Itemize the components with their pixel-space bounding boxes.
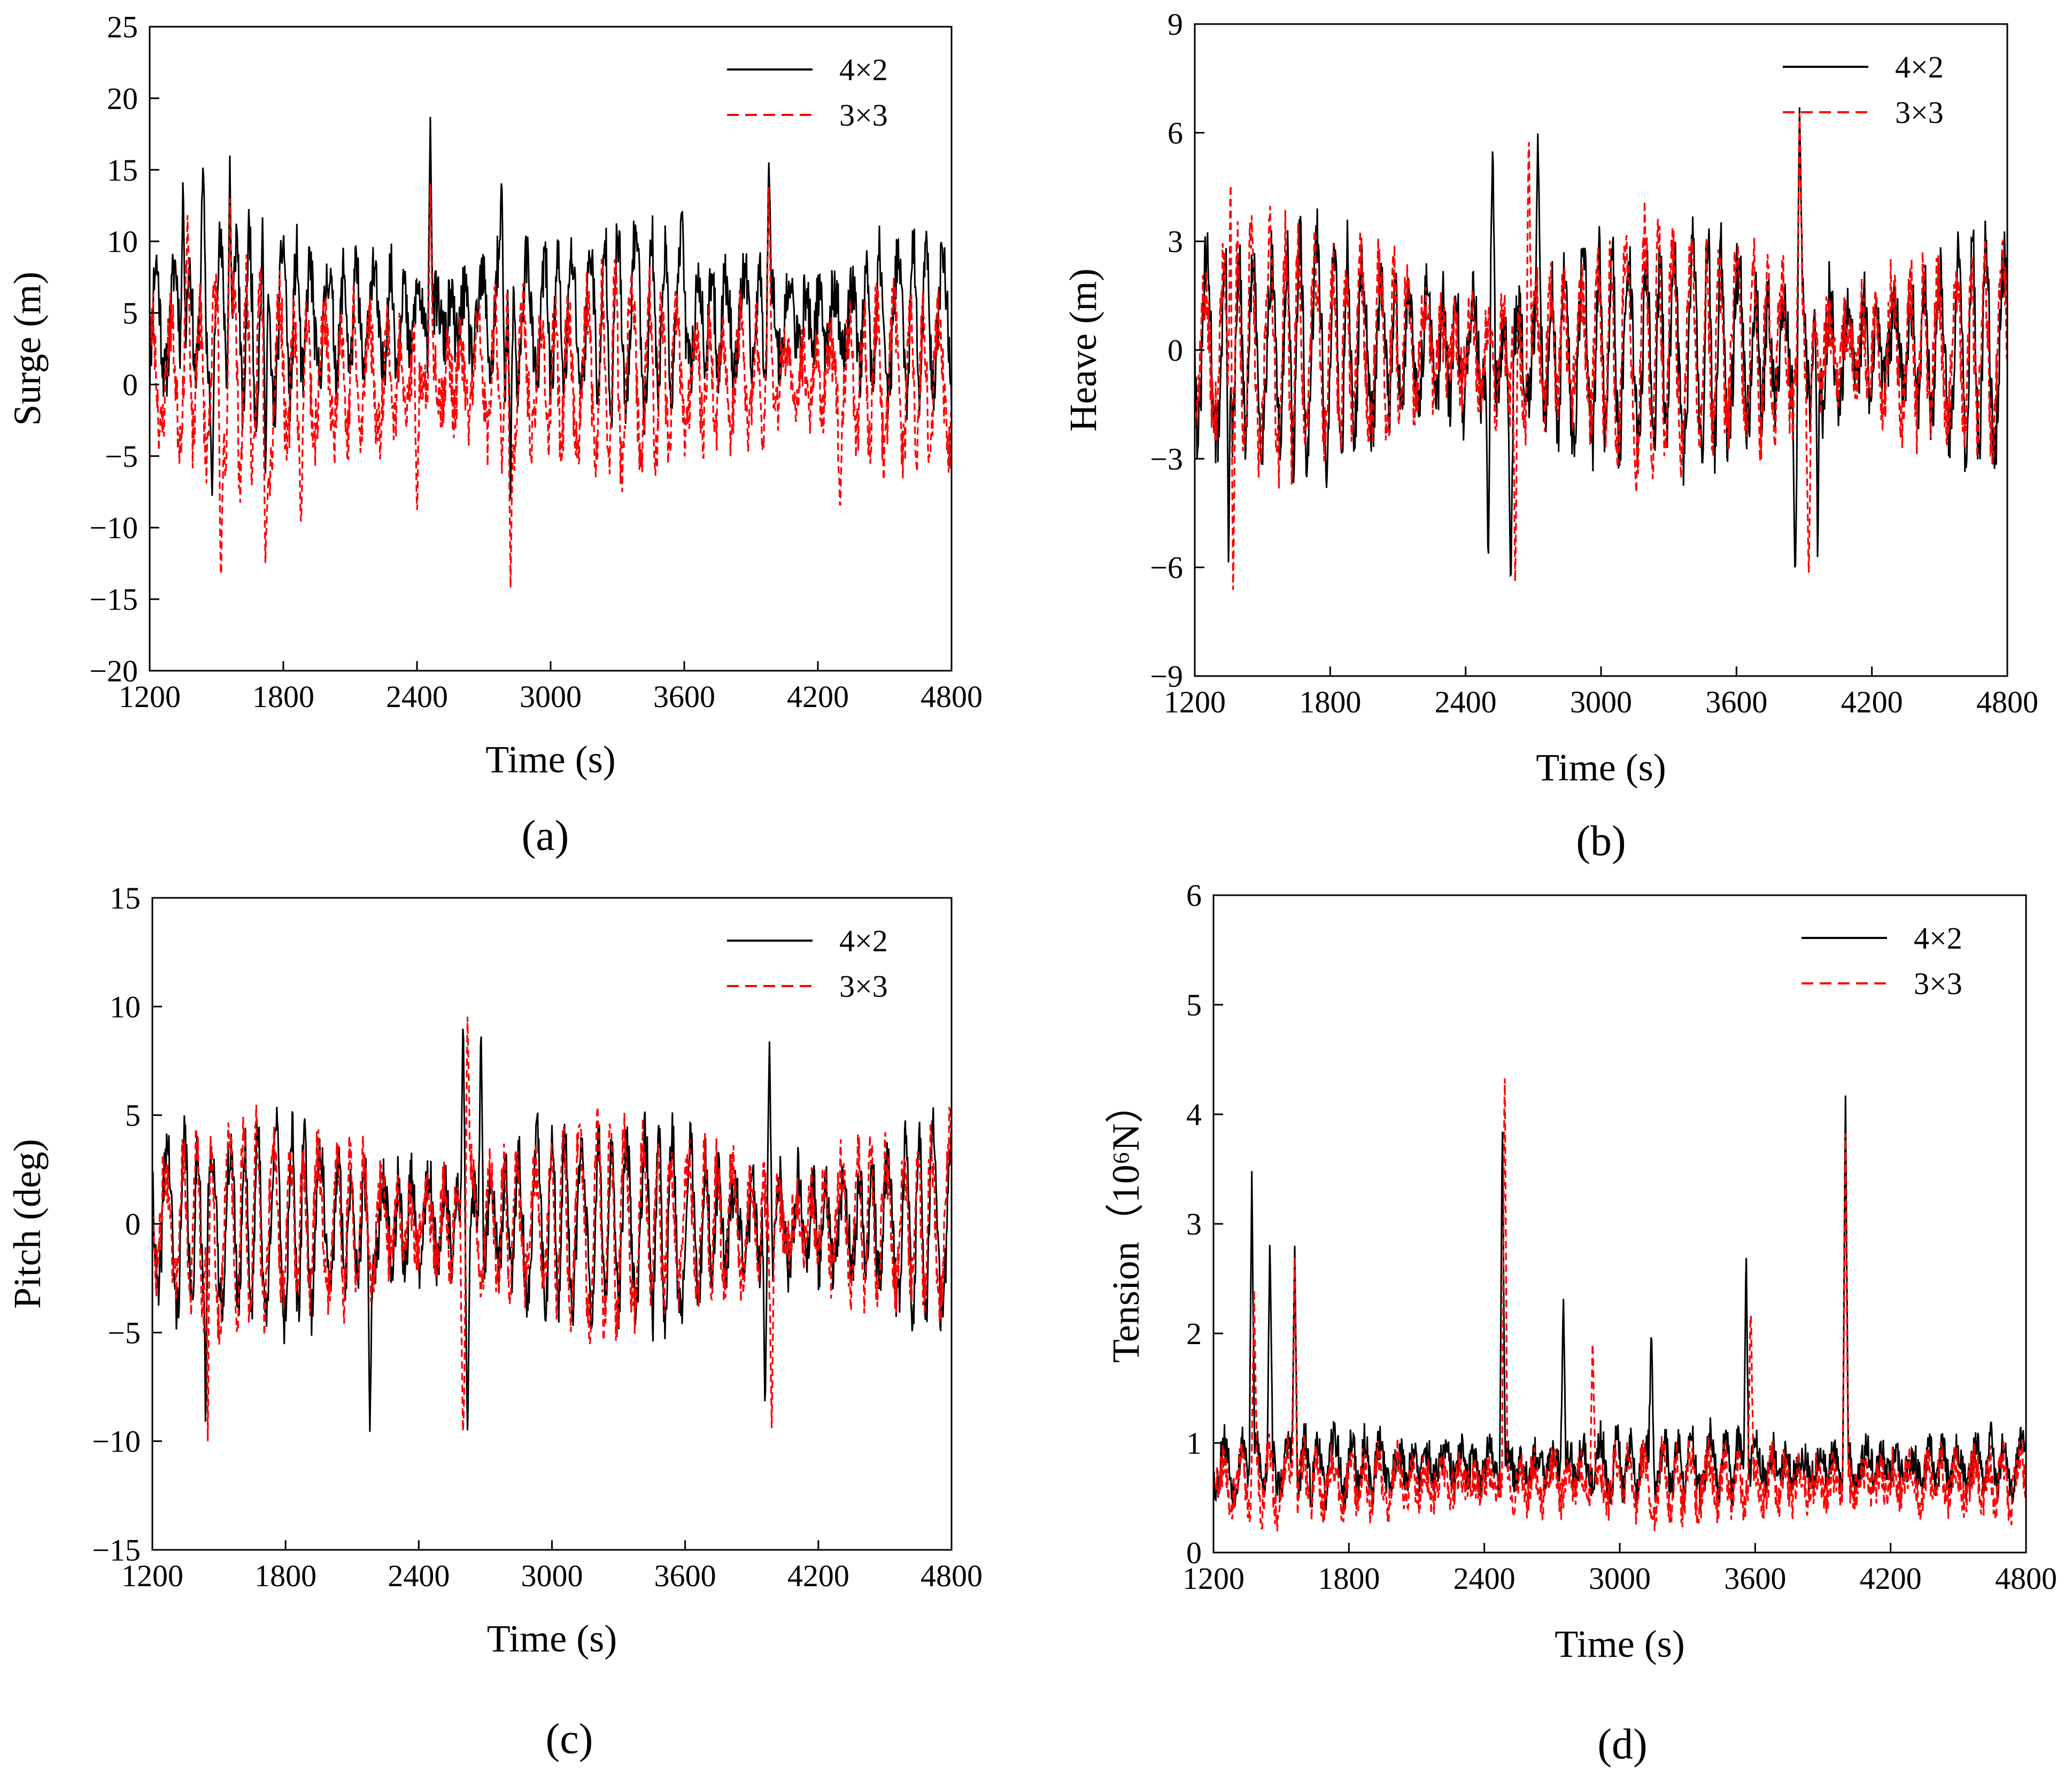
- y-tick-label: −9: [1150, 659, 1183, 694]
- x-tick-label: 4800: [1976, 685, 2038, 719]
- legend-label: 3×3: [839, 98, 888, 133]
- x-tick-label: 4200: [1841, 685, 1903, 719]
- x-tick-label: 4200: [787, 1558, 849, 1593]
- y-tick-label: 9: [1168, 7, 1183, 42]
- x-tick-label: 2400: [1435, 685, 1497, 719]
- y-tick-label: 3: [1168, 224, 1183, 259]
- y-axis-title: Heave (m): [1062, 268, 1104, 432]
- chart-panel-a: 1200 1800 2400 3000 3600 4200 4800 −20 −15 −10 −5 0…: [6, 10, 983, 859]
- series-line-4x2: [1213, 1095, 2026, 1512]
- legend-label: 3×3: [1914, 966, 1962, 1001]
- legend-label: 4×2: [1895, 50, 1944, 84]
- x-tick-label: 2400: [386, 679, 448, 714]
- y-tick-label: −3: [1150, 441, 1183, 476]
- y-tick-label: 15: [107, 153, 138, 188]
- y-tick-label: 2: [1186, 1316, 1202, 1351]
- x-tick-label: 4800: [921, 1558, 983, 1593]
- x-tick-label: 1200: [1164, 685, 1226, 719]
- x-tick-label: 1800: [1318, 1561, 1380, 1596]
- y-tick-label: 10: [110, 989, 141, 1024]
- x-tick-label: 1800: [252, 679, 314, 714]
- y-tick-label: 6: [1186, 878, 1202, 913]
- plot-frame: [151, 897, 953, 1551]
- y-tick-label: −5: [107, 1315, 141, 1350]
- panel-label: (b): [1576, 818, 1626, 865]
- y-tick-label: 5: [125, 1098, 141, 1133]
- y-tick-label: 15: [110, 881, 141, 915]
- x-tick-label: 1800: [1299, 685, 1361, 719]
- x-tick-label: 4200: [787, 679, 849, 714]
- x-tick-label: 2400: [1454, 1561, 1516, 1596]
- y-tick-label: −15: [89, 582, 138, 617]
- y-tick-label: 25: [107, 10, 138, 44]
- x-tick-label: 4800: [921, 679, 983, 714]
- chart-panel-c: 1200 1800 2400 3000 3600 4200 4800 −15 −10 −5 0 5 10…: [6, 881, 983, 1763]
- x-tick-label: 3600: [1724, 1561, 1786, 1596]
- x-tick-label: 1200: [1182, 1561, 1244, 1596]
- y-tick-label: 4: [1186, 1097, 1202, 1132]
- y-tick-label: 5: [1186, 988, 1202, 1022]
- x-tick-label: 4800: [1995, 1561, 2057, 1596]
- y-tick-label: 20: [107, 81, 138, 116]
- x-tick-label: 3600: [653, 679, 715, 714]
- panel-label: (d): [1597, 1721, 1647, 1768]
- y-axis-title: Tension（10⁶N）: [1104, 1085, 1147, 1363]
- legend-label: 3×3: [1895, 95, 1944, 130]
- legend-label: 4×2: [839, 924, 888, 958]
- series-line-3x3: [152, 1016, 952, 1441]
- series-line-3x3: [150, 184, 952, 588]
- y-tick-label: 0: [122, 367, 138, 402]
- x-tick-label: 4200: [1860, 1561, 1922, 1596]
- legend-label: 4×2: [1914, 921, 1962, 956]
- x-axis-title: Time (s): [1536, 746, 1666, 789]
- legend-label: 3×3: [839, 969, 888, 1004]
- x-tick-label: 2400: [388, 1558, 450, 1593]
- x-tick-label: 3000: [1570, 685, 1632, 719]
- x-axis-title: Time (s): [487, 1617, 617, 1660]
- x-axis-title: Time (s): [1555, 1623, 1684, 1665]
- panel-label: (c): [546, 1716, 593, 1763]
- x-tick-label: 1200: [119, 679, 181, 714]
- legend-label: 4×2: [839, 52, 888, 87]
- chart-panel-b: 1200 1800 2400 3000 3600 4200 4800 −9 −6 −3 0 3 6 9 Ti…: [1062, 7, 2038, 865]
- chart-panel-d: 1200 1800 2400 3000 3600 4200 4800 0 1 2 3 4 5 6 Time …: [1104, 878, 2057, 1768]
- y-tick-label: −5: [105, 439, 138, 474]
- y-tick-label: 6: [1168, 115, 1183, 150]
- y-tick-label: 0: [1186, 1535, 1202, 1570]
- x-tick-label: 3600: [654, 1558, 716, 1593]
- x-tick-label: 1800: [254, 1558, 316, 1593]
- y-tick-label: −10: [92, 1424, 141, 1459]
- y-tick-label: 0: [1168, 333, 1183, 368]
- x-tick-label: 3000: [521, 1558, 583, 1593]
- y-tick-label: −6: [1150, 550, 1183, 585]
- x-axis-title: Time (s): [485, 738, 615, 781]
- series-line-4x2: [150, 117, 952, 499]
- y-tick-label: 5: [122, 296, 138, 331]
- y-axis-title: Surge (m): [6, 271, 49, 426]
- series-line-3x3: [1213, 1078, 2026, 1532]
- y-tick-label: 0: [125, 1207, 141, 1241]
- x-tick-label: 3000: [520, 679, 582, 714]
- x-tick-label: 3000: [1589, 1561, 1651, 1596]
- x-tick-label: 1200: [121, 1558, 183, 1593]
- y-tick-label: 3: [1186, 1207, 1202, 1241]
- series-line-3x3: [1195, 113, 2007, 590]
- y-tick-label: 10: [107, 224, 138, 259]
- y-axis-title: Pitch (deg): [6, 1139, 49, 1309]
- y-tick-label: −15: [92, 1533, 141, 1568]
- y-tick-label: 1: [1186, 1426, 1202, 1461]
- y-tick-label: −20: [89, 654, 138, 688]
- x-tick-label: 3600: [1705, 685, 1767, 719]
- series-line-4x2: [152, 1028, 952, 1432]
- panel-label: (a): [522, 812, 569, 859]
- y-tick-label: −10: [89, 510, 138, 545]
